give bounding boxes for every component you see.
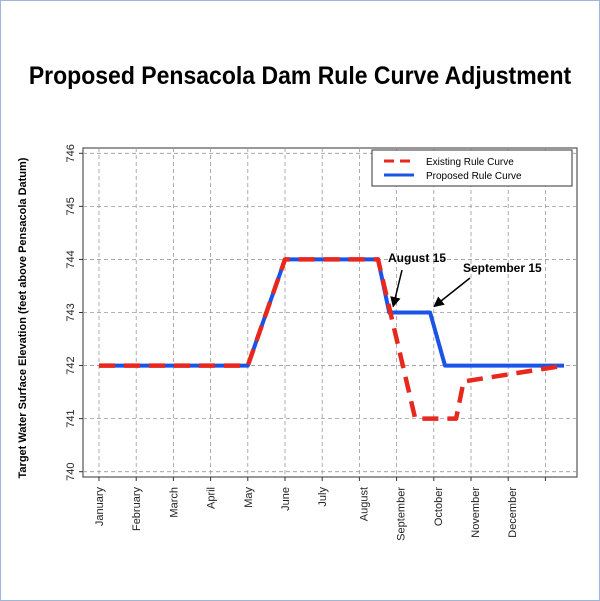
- series-line-existing-rule-curve: [99, 257, 565, 421]
- x-tick-label: March: [168, 487, 180, 518]
- y-tick-label: 740: [65, 463, 77, 481]
- y-tick-label: 743: [65, 303, 77, 321]
- annotation-september-15: September 15: [463, 261, 542, 275]
- x-tick-label: September: [396, 487, 408, 541]
- x-tick-label: November: [470, 487, 482, 538]
- legend-label: Existing Rule Curve: [426, 157, 514, 168]
- x-tick-label: June: [280, 487, 292, 511]
- legend-label: Proposed Rule Curve: [426, 171, 522, 182]
- x-tick-label: October: [433, 487, 445, 526]
- annotation-august-15: August 15: [388, 251, 446, 265]
- chart-title: Proposed Pensacola Dam Rule Curve Adjust…: [28, 62, 572, 90]
- y-tick-label: 741: [65, 409, 77, 427]
- y-tick-label: 745: [65, 197, 77, 215]
- annotation-arrow: [390, 269, 403, 308]
- annotation-arrow: [433, 277, 471, 308]
- legend: Existing Rule Curve Proposed Rule Curve: [371, 149, 573, 187]
- x-tick-label: May: [243, 487, 255, 508]
- x-axis-ticks: January February March April May June July Augu…: [94, 477, 546, 541]
- x-tick-label: February: [131, 487, 143, 532]
- legend-box: [371, 149, 573, 187]
- y-tick-label: 744: [65, 250, 77, 268]
- series-group: [99, 257, 565, 421]
- x-tick-label: August: [358, 487, 370, 521]
- y-axis-ticks: 740 741 742 743 744 745 746: [65, 144, 83, 481]
- x-tick-label: July: [317, 487, 329, 507]
- x-tick-label: April: [206, 487, 218, 509]
- x-tick-label: January: [94, 487, 106, 527]
- annotations-group: August 15 September 15: [388, 251, 542, 308]
- y-tick-label: 742: [65, 356, 77, 374]
- y-tick-label: 746: [65, 144, 77, 162]
- x-tick-label: December: [507, 487, 519, 538]
